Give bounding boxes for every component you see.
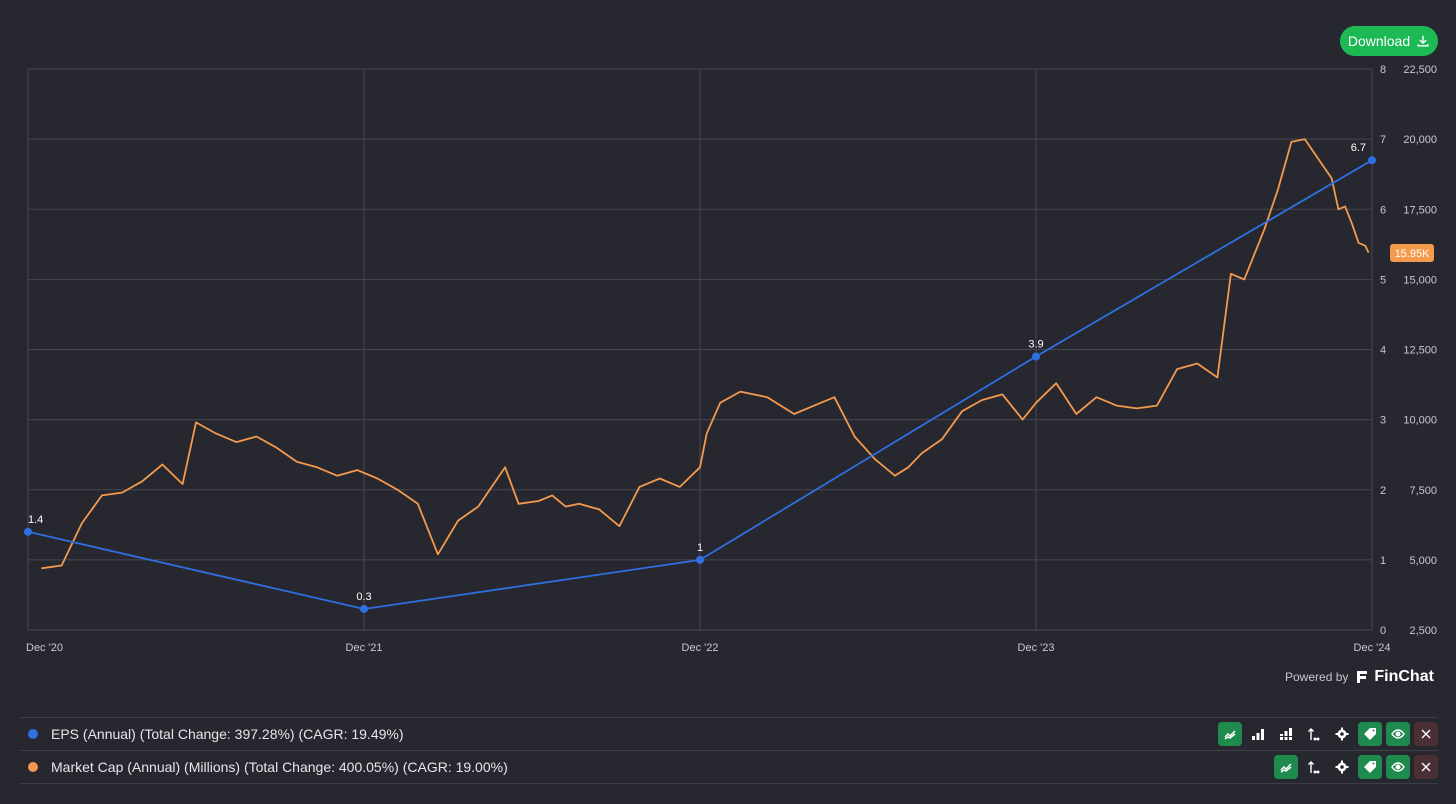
chart-grid [27, 68, 1373, 631]
series-label-toggle-button[interactable] [1358, 722, 1382, 746]
finchat-brand[interactable]: FinChat [1354, 668, 1434, 686]
last-value-badge: 15.95K [1390, 244, 1434, 262]
line-chart-icon [1224, 730, 1236, 740]
last-value-badge-bg [1390, 244, 1434, 262]
legend-label-market-cap: Market Cap (Annual) (Millions) (Total Ch… [51, 759, 508, 775]
close-icon [1421, 762, 1431, 772]
axis-options-button[interactable] [1302, 722, 1326, 746]
eps-series: 1.4 0.3 1 3.9 6.7 [24, 142, 1376, 613]
bar-chart-icon [1252, 729, 1264, 740]
download-icon [1417, 35, 1429, 47]
powered-by-text: Powered by [1285, 670, 1349, 684]
legend-dot-market-cap [28, 762, 38, 772]
market-cap-axis-tick-label: 20,000 [1403, 134, 1437, 146]
market-cap-axis-tick-label: 2,500 [1409, 625, 1437, 637]
remove-series-button[interactable] [1414, 722, 1438, 746]
gear-icon [1335, 727, 1349, 741]
axis-options-button[interactable] [1302, 755, 1326, 779]
market-cap-series-tools [1274, 755, 1438, 779]
eps-axis-tick-label: 4 [1380, 345, 1386, 357]
close-icon [1421, 729, 1431, 739]
eps-point[interactable] [360, 604, 368, 613]
eps-data-label: 1.4 [28, 514, 43, 526]
x-axis-tick-label: Dec '22 [682, 642, 719, 654]
x-axis-tick-label: Dec '23 [1018, 642, 1055, 654]
x-axis-tick-label: Dec '24 [1354, 642, 1391, 654]
stacked-bar-chart-button[interactable] [1274, 722, 1298, 746]
download-label: Download [1347, 33, 1411, 49]
market-cap-axis-tick-label: 17,500 [1403, 204, 1437, 216]
legend-row-market-cap[interactable]: Market Cap (Annual) (Millions) (Total Ch… [20, 750, 1438, 784]
series-settings-button[interactable] [1330, 722, 1354, 746]
axis-arrow-icon [1308, 761, 1320, 774]
series-legend: EPS (Annual) (Total Change: 397.28%) (CA… [20, 717, 1438, 784]
eps-axis-tick-label: 6 [1380, 204, 1386, 216]
download-button[interactable]: Download [1340, 26, 1438, 56]
series-settings-button[interactable] [1330, 755, 1354, 779]
legend-label-eps: EPS (Annual) (Total Change: 397.28%) (CA… [51, 726, 404, 742]
series-visibility-button[interactable] [1386, 755, 1410, 779]
line-chart-icon [1280, 763, 1292, 773]
eps-axis-tick-label: 3 [1380, 415, 1386, 427]
gear-icon [1335, 760, 1349, 774]
finchat-brand-name: FinChat [1374, 668, 1434, 685]
market-cap-series [41, 138, 1370, 570]
market-cap-axis-tick-label: 5,000 [1409, 555, 1437, 567]
market-cap-axis-tick-label: 22,500 [1403, 64, 1437, 76]
market-cap-axis-tick-label: 12,500 [1403, 345, 1437, 357]
market-cap-axis-tick-label: 15,000 [1403, 274, 1437, 286]
legend-dot-eps [28, 729, 38, 739]
eps-series-tools [1218, 722, 1438, 746]
market-cap-line [41, 138, 1370, 570]
powered-by: Powered by FinChat [1285, 668, 1434, 686]
eye-icon [1391, 729, 1405, 739]
eps-point[interactable] [24, 527, 32, 536]
eps-axis-tick-label: 2 [1380, 485, 1386, 497]
eps-data-label: 1 [697, 542, 703, 554]
eye-icon [1391, 762, 1405, 772]
remove-series-button[interactable] [1414, 755, 1438, 779]
eps-axis-tick-label: 8 [1380, 64, 1386, 76]
bar-chart-button[interactable] [1246, 722, 1270, 746]
eps-point[interactable] [696, 555, 704, 564]
eps-point[interactable] [1032, 352, 1040, 361]
series-label-toggle-button[interactable] [1358, 755, 1382, 779]
eps-data-label: 0.3 [356, 591, 371, 603]
tag-icon [1364, 728, 1376, 740]
eps-data-label: 3.9 [1028, 339, 1043, 351]
finchat-logo-icon [1357, 671, 1368, 683]
eps-axis-tick-label: 5 [1380, 274, 1386, 286]
legend-row-eps[interactable]: EPS (Annual) (Total Change: 397.28%) (CA… [20, 717, 1438, 750]
line-chart-toggle-button[interactable] [1274, 755, 1298, 779]
series-visibility-button[interactable] [1386, 722, 1410, 746]
eps-axis-tick-label: 1 [1380, 555, 1386, 567]
eps-axis-tick-label: 7 [1380, 134, 1386, 146]
x-axis-tick-label: Dec '21 [346, 642, 383, 654]
x-axis-tick-label: Dec '20 [26, 642, 63, 654]
eps-axis-tick-label: 0 [1380, 625, 1386, 637]
last-value-badge-text: 15.95K [1395, 248, 1431, 260]
axis-arrow-icon [1308, 728, 1320, 741]
stacked-bar-chart-icon [1280, 728, 1292, 740]
market-cap-axis-tick-label: 7,500 [1409, 485, 1437, 497]
eps-point[interactable] [1368, 156, 1376, 165]
line-chart-toggle-button[interactable] [1218, 722, 1242, 746]
eps-data-label: 6.7 [1351, 142, 1366, 154]
tag-icon [1364, 761, 1376, 773]
market-cap-axis-tick-label: 10,000 [1403, 415, 1437, 427]
